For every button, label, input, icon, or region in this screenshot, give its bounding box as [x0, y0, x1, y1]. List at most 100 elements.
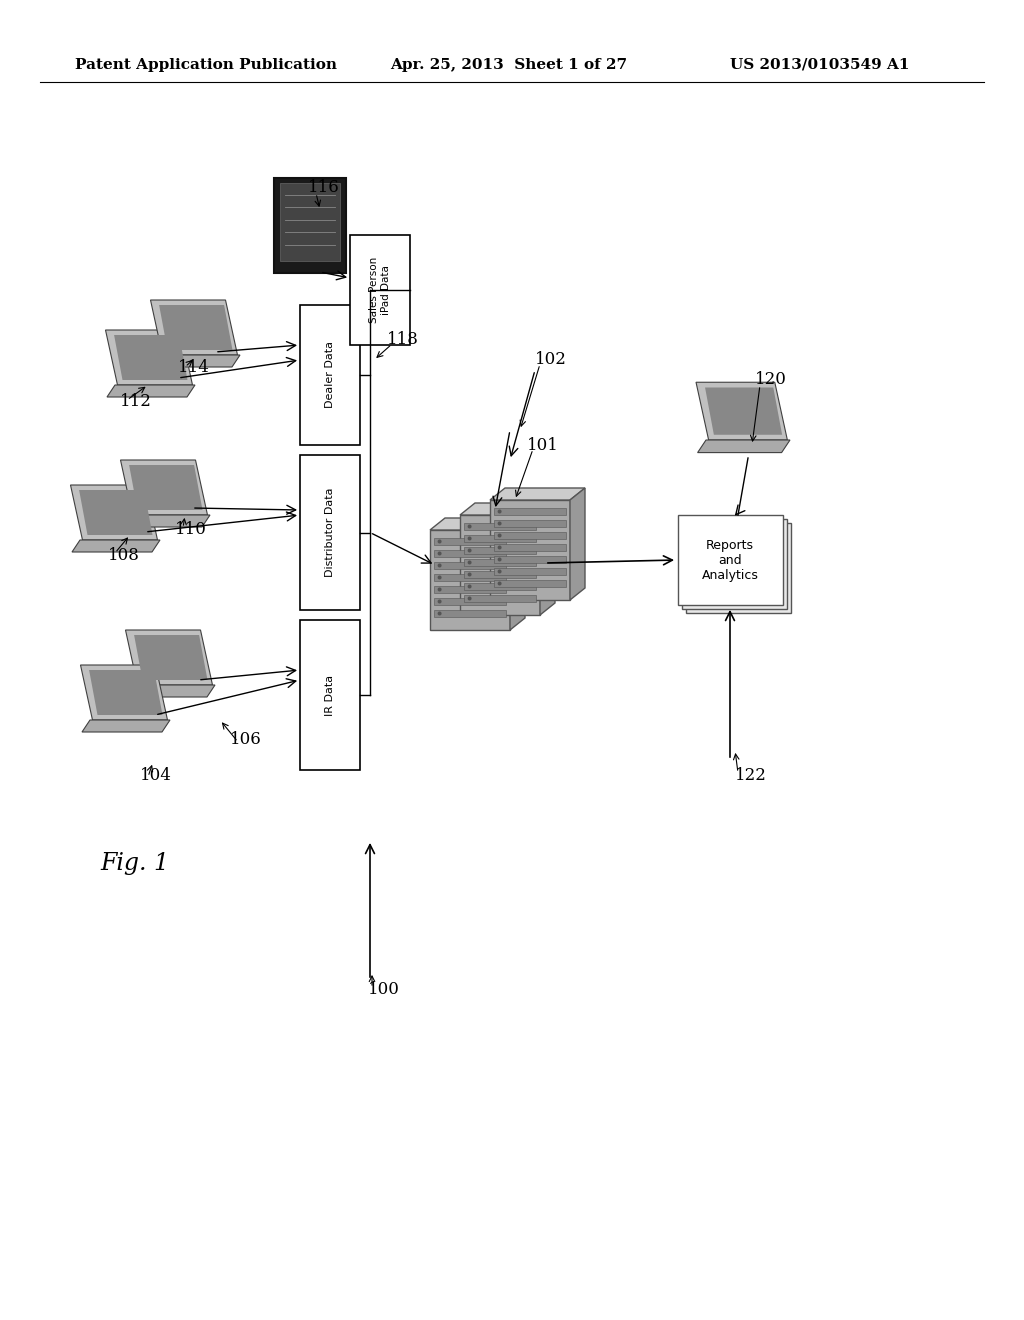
Text: 122: 122: [735, 767, 767, 784]
Polygon shape: [89, 671, 163, 715]
Bar: [464, 523, 536, 531]
Circle shape: [437, 599, 441, 603]
Polygon shape: [706, 388, 782, 434]
Text: 102: 102: [535, 351, 567, 368]
Polygon shape: [121, 459, 208, 515]
Circle shape: [498, 545, 502, 549]
Polygon shape: [697, 440, 790, 453]
Text: Apr. 25, 2013  Sheet 1 of 27: Apr. 25, 2013 Sheet 1 of 27: [390, 58, 627, 73]
Polygon shape: [152, 355, 240, 367]
Bar: [350, 235, 410, 345]
Bar: [464, 558, 536, 566]
Text: 100: 100: [368, 982, 400, 998]
Polygon shape: [510, 517, 525, 630]
Polygon shape: [129, 465, 203, 510]
Polygon shape: [122, 515, 210, 527]
Bar: [434, 539, 506, 545]
Bar: [464, 595, 536, 602]
Circle shape: [468, 585, 472, 589]
Bar: [494, 532, 566, 539]
Polygon shape: [72, 540, 160, 552]
Text: Reports
and
Analytics: Reports and Analytics: [701, 539, 759, 582]
Circle shape: [498, 510, 502, 513]
Text: 108: 108: [108, 546, 140, 564]
Bar: [685, 523, 791, 612]
Polygon shape: [151, 300, 238, 355]
Circle shape: [468, 561, 472, 565]
Circle shape: [468, 536, 472, 540]
Circle shape: [437, 576, 441, 579]
Bar: [434, 574, 506, 581]
Bar: [678, 515, 782, 605]
Bar: [300, 620, 360, 770]
Bar: [434, 598, 506, 605]
Polygon shape: [159, 305, 232, 350]
Text: 112: 112: [120, 393, 152, 411]
Text: Distributor Data: Distributor Data: [325, 488, 335, 577]
Bar: [430, 531, 510, 630]
Bar: [494, 508, 566, 515]
Polygon shape: [490, 488, 585, 500]
Circle shape: [498, 533, 502, 537]
Bar: [434, 562, 506, 569]
Text: 106: 106: [230, 731, 262, 748]
Polygon shape: [126, 630, 213, 685]
Bar: [464, 583, 536, 590]
Text: 114: 114: [178, 359, 210, 376]
Bar: [682, 519, 786, 609]
Bar: [434, 610, 506, 616]
Circle shape: [437, 540, 441, 544]
Polygon shape: [81, 665, 168, 719]
Bar: [464, 546, 536, 554]
Text: US 2013/0103549 A1: US 2013/0103549 A1: [730, 58, 909, 73]
Bar: [494, 556, 566, 564]
Polygon shape: [106, 385, 195, 397]
Bar: [490, 500, 570, 601]
Circle shape: [498, 569, 502, 573]
Text: 101: 101: [527, 437, 559, 454]
Circle shape: [468, 597, 472, 601]
Circle shape: [437, 564, 441, 568]
Bar: [300, 455, 360, 610]
Text: Patent Application Publication: Patent Application Publication: [75, 58, 337, 73]
Circle shape: [437, 552, 441, 556]
Text: Fig. 1: Fig. 1: [100, 851, 169, 875]
Polygon shape: [71, 484, 158, 540]
Text: Dealer Data: Dealer Data: [325, 342, 335, 408]
Circle shape: [498, 582, 502, 586]
Circle shape: [498, 521, 502, 525]
Circle shape: [437, 611, 441, 615]
Polygon shape: [127, 685, 215, 697]
Bar: [280, 183, 340, 261]
Bar: [494, 520, 566, 527]
Circle shape: [468, 549, 472, 553]
Polygon shape: [105, 330, 193, 385]
Bar: [300, 305, 360, 445]
Bar: [460, 515, 540, 615]
Text: 118: 118: [387, 331, 419, 348]
Polygon shape: [430, 517, 525, 531]
Circle shape: [498, 557, 502, 561]
Polygon shape: [82, 719, 170, 733]
Polygon shape: [114, 335, 187, 380]
Polygon shape: [134, 635, 208, 680]
Bar: [274, 177, 346, 272]
Text: 116: 116: [308, 178, 340, 195]
Text: Sales Person
iPad Data: Sales Person iPad Data: [370, 257, 391, 323]
Bar: [464, 572, 536, 578]
Polygon shape: [79, 490, 153, 535]
Text: 104: 104: [140, 767, 172, 784]
Bar: [494, 568, 566, 576]
Polygon shape: [696, 383, 787, 440]
Text: 110: 110: [175, 521, 207, 539]
Text: IR Data: IR Data: [325, 675, 335, 715]
Text: 120: 120: [755, 371, 786, 388]
Bar: [464, 535, 536, 543]
Polygon shape: [570, 488, 585, 601]
Bar: [434, 550, 506, 557]
Circle shape: [468, 573, 472, 577]
Bar: [434, 586, 506, 593]
Bar: [494, 579, 566, 587]
Polygon shape: [540, 503, 555, 615]
Polygon shape: [460, 503, 555, 515]
